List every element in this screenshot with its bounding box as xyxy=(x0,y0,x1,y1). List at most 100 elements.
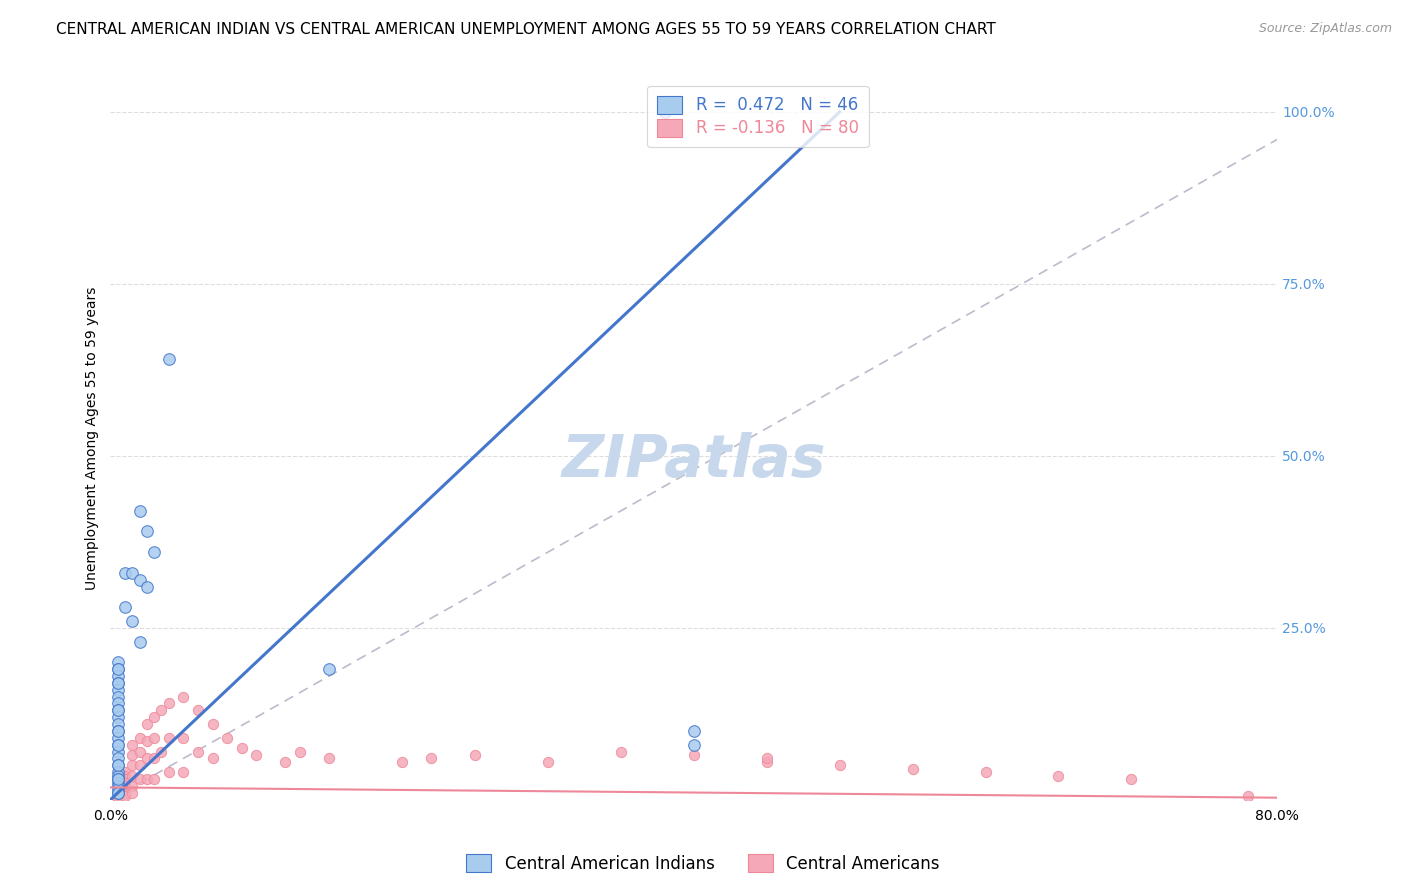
Point xyxy=(107,775,129,789)
Point xyxy=(135,580,157,594)
Point xyxy=(107,786,129,800)
Point xyxy=(114,784,136,798)
Point xyxy=(107,738,129,752)
Point xyxy=(128,731,150,745)
Point xyxy=(107,789,129,804)
Point xyxy=(114,769,136,783)
Point xyxy=(107,775,129,789)
Point xyxy=(121,786,143,800)
Point xyxy=(128,573,150,587)
Point xyxy=(114,772,136,786)
Point xyxy=(1047,769,1070,783)
Point xyxy=(128,504,150,518)
Point xyxy=(107,780,129,795)
Point xyxy=(143,731,166,745)
Point xyxy=(107,779,129,793)
Point xyxy=(107,787,129,801)
Text: ZIPatlas: ZIPatlas xyxy=(561,432,827,489)
Point xyxy=(121,769,143,783)
Point xyxy=(172,690,194,704)
Point xyxy=(172,765,194,780)
Point xyxy=(128,634,150,648)
Legend: R =  0.472   N = 46, R = -0.136   N = 80: R = 0.472 N = 46, R = -0.136 N = 80 xyxy=(647,86,869,147)
Point xyxy=(537,755,560,769)
Point xyxy=(231,741,253,756)
Point xyxy=(114,765,136,780)
Point xyxy=(107,790,129,805)
Text: Source: ZipAtlas.com: Source: ZipAtlas.com xyxy=(1258,22,1392,36)
Point xyxy=(128,745,150,759)
Point xyxy=(114,786,136,800)
Point xyxy=(107,758,129,772)
Point xyxy=(143,751,166,765)
Point xyxy=(107,791,129,805)
Point xyxy=(114,787,136,801)
Point xyxy=(157,731,180,745)
Point xyxy=(135,751,157,765)
Point xyxy=(157,697,180,711)
Point xyxy=(974,765,997,780)
Point xyxy=(654,104,676,119)
Point xyxy=(143,710,166,724)
Point xyxy=(107,703,129,717)
Point xyxy=(107,690,129,704)
Point xyxy=(150,745,173,759)
Point xyxy=(107,790,129,805)
Point xyxy=(682,723,704,738)
Point xyxy=(464,747,486,762)
Point xyxy=(107,717,129,731)
Point xyxy=(150,703,173,717)
Point xyxy=(114,600,136,615)
Point xyxy=(121,747,143,762)
Point xyxy=(121,614,143,628)
Point xyxy=(318,662,340,676)
Point xyxy=(391,755,413,769)
Point xyxy=(114,566,136,580)
Point xyxy=(107,789,129,804)
Point xyxy=(107,675,129,690)
Point xyxy=(318,751,340,765)
Point xyxy=(114,775,136,789)
Point xyxy=(107,723,129,738)
Point xyxy=(610,745,633,759)
Point xyxy=(143,772,166,786)
Point xyxy=(107,710,129,724)
Point xyxy=(135,524,157,539)
Point xyxy=(217,731,239,745)
Point xyxy=(128,772,150,786)
Point xyxy=(828,758,851,772)
Point xyxy=(107,791,129,805)
Point xyxy=(114,782,136,797)
Point xyxy=(107,769,129,783)
Point xyxy=(121,738,143,752)
Point xyxy=(107,769,129,783)
Point xyxy=(107,790,129,805)
Point xyxy=(274,755,297,769)
Point xyxy=(157,765,180,780)
Point xyxy=(107,731,129,745)
Point xyxy=(755,751,778,765)
Point xyxy=(107,669,129,683)
Point xyxy=(107,662,129,676)
Point xyxy=(114,789,136,804)
Point xyxy=(107,697,129,711)
Point xyxy=(107,662,129,676)
Legend: Central American Indians, Central Americans: Central American Indians, Central Americ… xyxy=(460,847,946,880)
Point xyxy=(1237,789,1260,804)
Point xyxy=(245,747,267,762)
Point xyxy=(107,765,129,780)
Point xyxy=(107,682,129,697)
Point xyxy=(107,772,129,786)
Point xyxy=(107,790,129,805)
Point xyxy=(107,738,129,752)
Point xyxy=(1121,772,1143,786)
Point xyxy=(288,745,311,759)
Point xyxy=(107,675,129,690)
Point xyxy=(187,745,209,759)
Point xyxy=(107,789,129,803)
Point xyxy=(157,352,180,367)
Point xyxy=(172,731,194,745)
Point xyxy=(135,717,157,731)
Point xyxy=(107,751,129,765)
Point xyxy=(107,758,129,772)
